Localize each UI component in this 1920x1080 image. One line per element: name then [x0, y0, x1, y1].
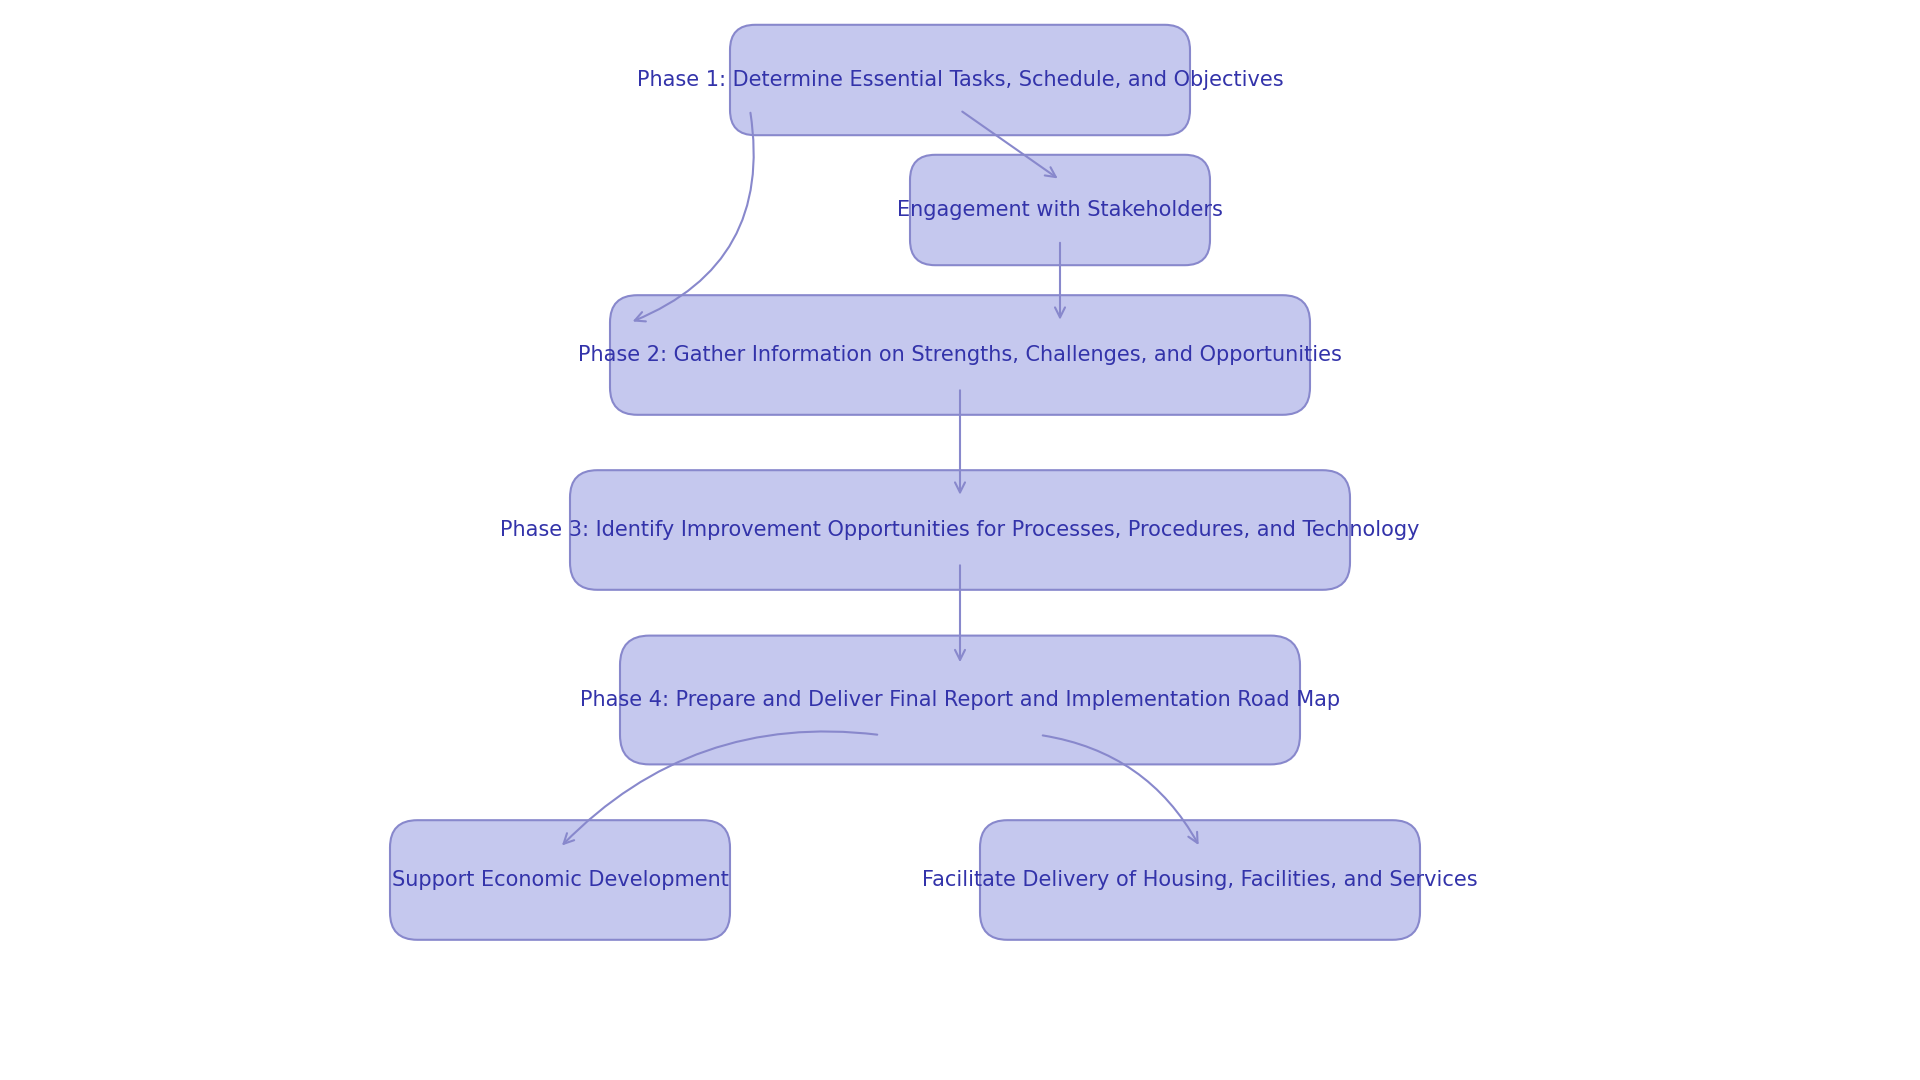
FancyBboxPatch shape [611, 295, 1309, 415]
FancyBboxPatch shape [620, 636, 1300, 765]
Text: Engagement with Stakeholders: Engagement with Stakeholders [897, 200, 1223, 220]
Text: Phase 4: Prepare and Deliver Final Report and Implementation Road Map: Phase 4: Prepare and Deliver Final Repor… [580, 690, 1340, 710]
FancyBboxPatch shape [910, 154, 1210, 266]
FancyBboxPatch shape [570, 470, 1350, 590]
FancyBboxPatch shape [730, 25, 1190, 135]
FancyBboxPatch shape [390, 820, 730, 940]
Text: Phase 3: Identify Improvement Opportunities for Processes, Procedures, and Techn: Phase 3: Identify Improvement Opportunit… [501, 519, 1419, 540]
Text: Support Economic Development: Support Economic Development [392, 870, 728, 890]
FancyBboxPatch shape [979, 820, 1421, 940]
Text: Phase 2: Gather Information on Strengths, Challenges, and Opportunities: Phase 2: Gather Information on Strengths… [578, 345, 1342, 365]
Text: Phase 1: Determine Essential Tasks, Schedule, and Objectives: Phase 1: Determine Essential Tasks, Sche… [637, 70, 1283, 90]
Text: Facilitate Delivery of Housing, Facilities, and Services: Facilitate Delivery of Housing, Faciliti… [922, 870, 1478, 890]
